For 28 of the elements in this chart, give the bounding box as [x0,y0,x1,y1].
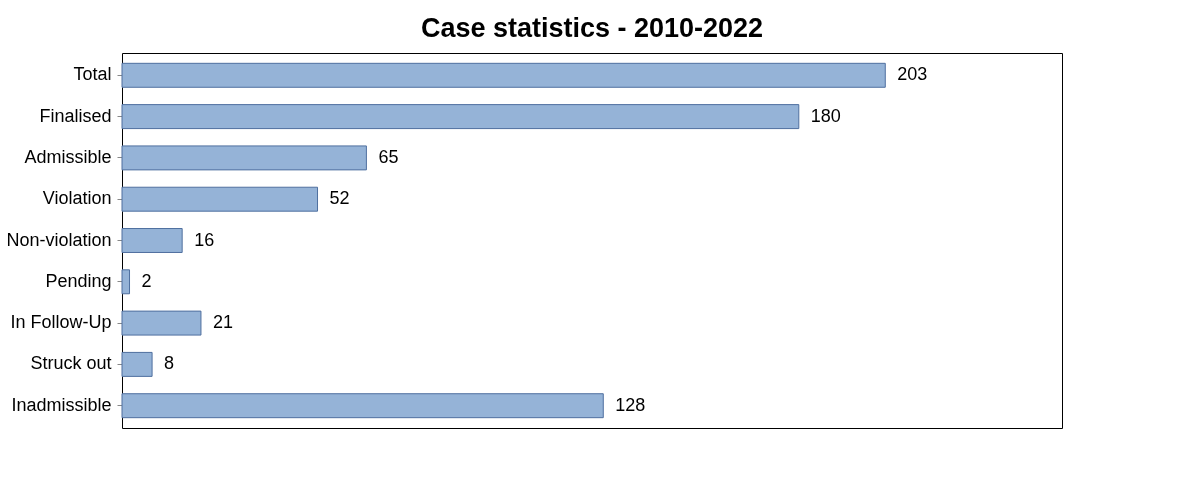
y-tick-label: In Follow-Up [10,312,112,333]
bar [121,145,367,171]
bar [121,104,800,130]
y-tick-label: Violation [42,188,112,209]
data-label: 8 [164,353,175,374]
y-tick-label: Inadmissible [11,394,112,415]
bar [121,228,183,253]
data-label: 180 [810,105,841,126]
y-tick-label: Pending [45,270,112,291]
data-label: 203 [897,64,928,85]
data-label: 16 [194,229,215,250]
y-tick-label: Non-violation [6,229,112,250]
bar [121,186,319,212]
chart-title: Case statistics - 2010-2022 [420,13,764,43]
bar [121,393,604,419]
y-tick-label: Admissible [24,146,112,167]
y-tick-label: Finalised [39,105,112,126]
data-label: 52 [329,188,350,209]
data-label: 21 [212,312,233,333]
data-label: 2 [141,270,152,291]
data-label: 65 [378,146,399,167]
data-label: 128 [615,394,646,415]
bar [121,310,202,336]
bar [121,62,886,88]
bar [121,269,131,295]
y-tick-label: Struck out [30,353,112,374]
y-tick-label: Total [73,64,112,85]
bar [121,351,153,377]
